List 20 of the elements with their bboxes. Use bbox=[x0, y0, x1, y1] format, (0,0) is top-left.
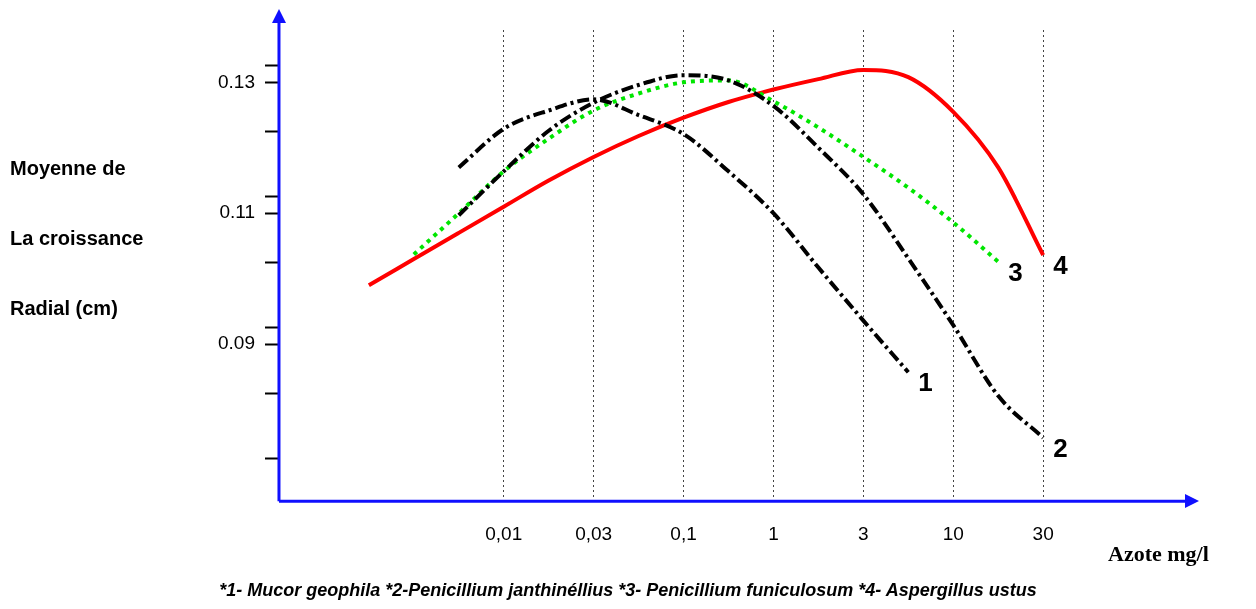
text: Moyenne de La croissance Radial (cm) bbox=[10, 157, 144, 319]
x-tick-label: 3 bbox=[858, 522, 869, 544]
y-tick-label: 0.13 bbox=[218, 70, 255, 92]
x-tick-label: 0,1 bbox=[670, 522, 697, 544]
x-tick-label: 10 bbox=[942, 522, 964, 544]
series-label: 1 bbox=[918, 367, 933, 398]
line-series bbox=[366, 67, 1046, 288]
x-tick-label: 1 bbox=[768, 522, 779, 544]
y-tick-label: 0.09 bbox=[218, 332, 255, 354]
series-label: 2 bbox=[1053, 432, 1068, 463]
x-tick-label: 0,03 bbox=[575, 522, 613, 544]
y-tick-label: 0.11 bbox=[219, 201, 255, 223]
series-label: 3 bbox=[1008, 256, 1023, 287]
x-tick-label: 30 bbox=[1032, 522, 1054, 544]
x-axis-title: Azote mg/l bbox=[1108, 541, 1209, 567]
x-tick-label: 0,01 bbox=[485, 522, 523, 544]
text: *1- Mucor geophila *2-Penicillium janthinéllius *3- Penicillium funiculosum *4- Aspergillus ustus bbox=[218, 580, 1038, 601]
line-series bbox=[411, 78, 1001, 264]
series-label: 4 bbox=[1053, 250, 1069, 281]
line-series bbox=[456, 73, 1046, 440]
